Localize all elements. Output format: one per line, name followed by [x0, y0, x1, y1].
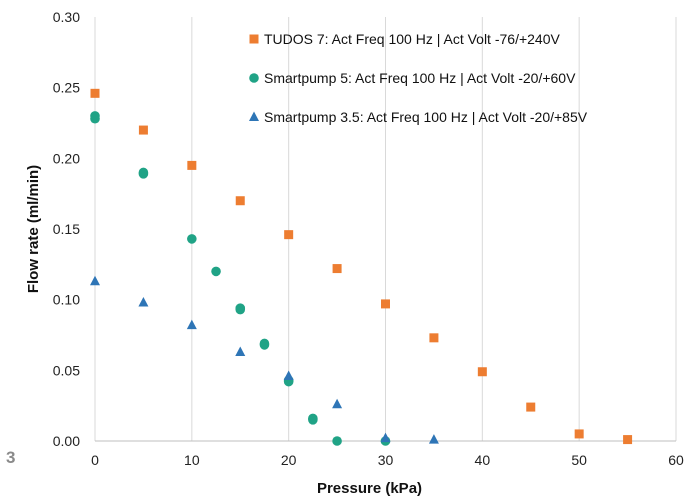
data-point-series-2 [332, 398, 343, 409]
data-point-series-0 [477, 367, 487, 377]
data-point-series-0 [429, 333, 439, 343]
x-tick-label: 0 [91, 452, 99, 468]
y-axis-title: Flow rate (ml/min) [25, 165, 42, 293]
data-point-series-1 [332, 436, 342, 446]
data-point-series-0 [138, 125, 148, 135]
legend-marker-0 [249, 34, 259, 44]
data-point-series-1 [138, 169, 149, 179]
legend-label-1: Smartpump 5: Act Freq 100 Hz | Act Volt … [264, 70, 576, 86]
page-marker: 3 [6, 448, 16, 467]
y-tick-label: 0.15 [53, 221, 80, 237]
data-point-series-1 [259, 340, 270, 350]
data-point-series-0 [623, 435, 633, 445]
y-tick-label: 0.00 [53, 433, 80, 449]
y-tick-label: 0.25 [53, 80, 80, 96]
x-tick-label: 20 [281, 452, 297, 468]
data-point-series-2 [235, 346, 246, 356]
x-tick-label: 10 [184, 452, 200, 468]
data-point-series-2 [380, 432, 391, 443]
data-point-series-2 [90, 275, 100, 286]
tick-labels: 0 10 20 30 40 50 60 0.00 0.05 0.10 0.15 0.20 0.25 0.3… [53, 9, 684, 468]
y-tick-label: 0.30 [53, 9, 80, 25]
data-point-series-2 [283, 370, 294, 380]
legend-label-0: TUDOS 7: Act Freq 100 Hz | Act Volt -76/… [264, 31, 560, 47]
legend-label-2: Smartpump 3.5: Act Freq 100 Hz | Act Vol… [264, 109, 588, 125]
data-point-series-2 [186, 319, 197, 330]
data-point-series-1 [308, 415, 318, 425]
data-point-series-0 [381, 299, 390, 309]
x-tick-label: 30 [378, 452, 394, 468]
y-tick-label: 0.20 [53, 150, 80, 166]
legend-marker-1 [249, 73, 259, 83]
data-point-series-0 [526, 402, 536, 412]
data-point-series-0 [574, 429, 584, 439]
data-point-series-2 [138, 296, 149, 307]
legend: TUDOS 7: Act Freq 100 Hz | Act Volt -76/… [249, 31, 588, 125]
data-point-series-1 [187, 234, 197, 244]
data-points [90, 88, 633, 446]
grid-lines [94, 17, 677, 441]
data-point-series-0 [90, 88, 100, 98]
y-tick-label: 0.05 [53, 362, 80, 378]
data-point-series-0 [187, 160, 197, 170]
data-point-series-0 [332, 264, 342, 274]
data-point-series-2 [428, 434, 439, 444]
y-tick-label: 0.10 [53, 292, 80, 308]
x-tick-label: 40 [475, 452, 491, 468]
x-tick-label: 50 [571, 452, 587, 468]
x-axis-title: Pressure (kPa) [317, 480, 422, 497]
data-point-series-1 [211, 266, 221, 277]
legend-marker-2 [249, 111, 259, 121]
data-point-series-0 [235, 196, 245, 206]
x-tick-label: 60 [668, 452, 684, 468]
data-point-series-1 [90, 113, 100, 124]
data-point-series-1 [235, 304, 246, 315]
data-point-series-0 [284, 230, 294, 240]
